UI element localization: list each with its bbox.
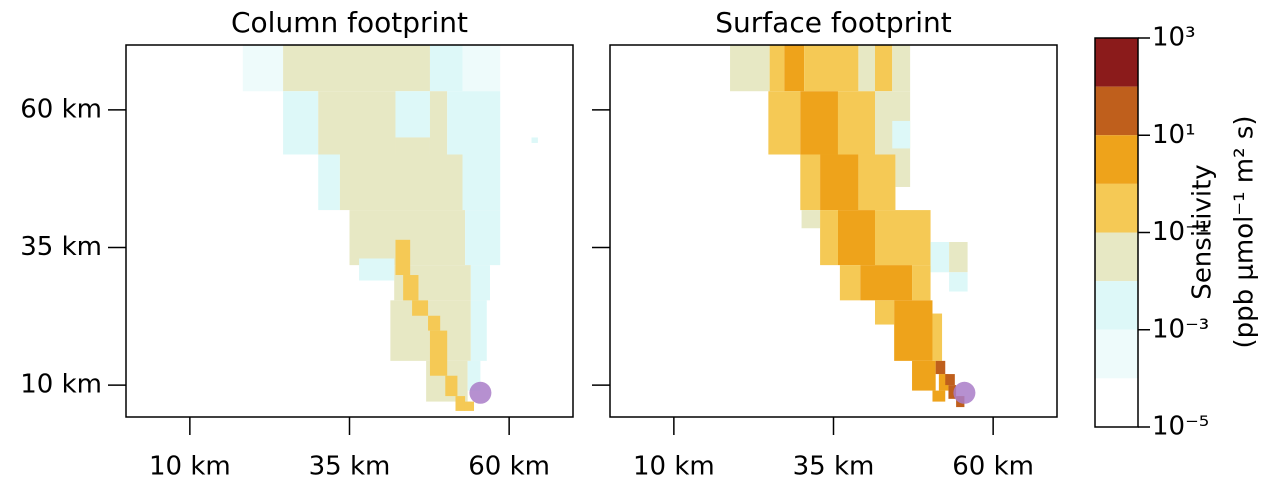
heatmap-cell: [462, 45, 501, 92]
x-tick-label: 10 km: [149, 452, 231, 481]
heatmap-cell: [932, 313, 943, 361]
heatmap-cell: [465, 210, 501, 266]
heatmap-cell: [895, 154, 911, 187]
heatmap-cell: [470, 300, 487, 361]
heatmap-cell: [837, 210, 876, 266]
x-tick-label: 60 km: [468, 452, 550, 481]
panel-title: Column footprint: [231, 6, 468, 39]
x-tick-label: 60 km: [952, 452, 1034, 481]
heatmap-cell: [429, 45, 463, 92]
heatmap-cell: [531, 137, 538, 143]
colorbar-bin: [1095, 281, 1138, 330]
heatmap-cell: [858, 45, 876, 92]
heatmap-cell: [462, 154, 501, 211]
colorbar-unit: (ppb μmol⁻¹ m² s): [1230, 115, 1260, 348]
heatmap-cell: [730, 45, 770, 92]
heatmap-cell: [447, 91, 501, 155]
heatmap-cell: [395, 91, 430, 138]
x-tick-label: 35 km: [793, 452, 875, 481]
heatmap-cell: [892, 45, 911, 92]
heatmap-cell: [804, 45, 859, 92]
heatmap-cell: [949, 272, 968, 292]
heatmap-cell: [839, 265, 861, 301]
colorbar-bin: [1095, 86, 1138, 136]
y-tick-label: 10 km: [20, 370, 102, 400]
heatmap-cell: [820, 210, 838, 266]
heatmap-cell: [932, 390, 946, 402]
colorbar-tick-label: 10³: [1152, 23, 1196, 53]
heatmap-cell: [820, 154, 859, 211]
heatmap-cell: [938, 374, 949, 391]
x-tick-label: 35 km: [309, 452, 391, 481]
heatmap-cell: [875, 210, 931, 266]
heatmap-cell: [429, 91, 448, 155]
x-tick-label: 10 km: [633, 452, 715, 481]
colorbar-bin: [1095, 135, 1138, 184]
heatmap-cell: [283, 91, 319, 155]
colorbar-tick-label: 10⁻⁵: [1152, 412, 1209, 442]
heatmap-cell: [395, 239, 411, 276]
heatmap-cell: [455, 396, 466, 411]
heatmap-cell: [464, 401, 475, 411]
panel-title: Surface footprint: [715, 6, 951, 39]
heatmap-cell: [860, 265, 913, 301]
colorbar-title: Sensitivity: [1188, 164, 1218, 299]
heatmap-cell: [412, 300, 429, 316]
heatmap-cell: [403, 275, 419, 301]
colorbar-bin: [1095, 329, 1138, 379]
heatmap-cell: [318, 91, 396, 155]
receptor-marker: [469, 381, 492, 404]
heatmap-cell: [768, 91, 801, 155]
colorbar-tick-label: 10⁻³: [1152, 314, 1209, 344]
heatmap-cell: [395, 137, 430, 155]
heatmap-cell: [948, 385, 957, 399]
heatmap-cell: [784, 45, 805, 92]
heatmap-cell: [935, 360, 946, 375]
heatmap-cell: [912, 265, 931, 301]
heatmap-cell: [837, 91, 876, 155]
heatmap-cell: [428, 315, 441, 331]
heatmap-cell: [800, 154, 821, 211]
heatmap-cell: [894, 300, 933, 361]
colorbar-bin: [1095, 183, 1138, 233]
heatmap-cell: [429, 330, 448, 376]
heatmap-cell: [892, 120, 911, 149]
heatmap-cell: [359, 258, 395, 281]
heatmap-cell: [945, 374, 955, 386]
colorbar-tick-label: 10⁻¹: [1152, 217, 1209, 247]
y-tick-label: 35 km: [20, 232, 102, 262]
heatmap-cell: [769, 45, 785, 92]
y-tick-label: 60 km: [20, 94, 102, 124]
colorbar-bin: [1095, 38, 1138, 87]
heatmap-cell: [242, 45, 284, 92]
heatmap-cell: [318, 154, 340, 211]
heatmap-cell: [930, 242, 950, 273]
heatmap-cell: [858, 154, 896, 211]
colorbar-bin: [1095, 232, 1138, 282]
heatmap-cell: [283, 45, 430, 92]
receptor-marker: [953, 381, 976, 404]
colorbar-bin: [1095, 378, 1138, 427]
heatmap-cell: [470, 265, 490, 301]
heatmap-cell: [912, 360, 936, 391]
heatmap-cell: [801, 210, 821, 229]
heatmap-cell: [339, 154, 463, 211]
heatmap-cell: [875, 300, 895, 325]
heatmap-cell: [800, 91, 838, 155]
heatmap-cell: [875, 45, 893, 92]
heatmap-cell: [445, 375, 458, 397]
colorbar-tick-label: 10¹: [1152, 120, 1196, 150]
heatmap-cell: [949, 242, 968, 273]
